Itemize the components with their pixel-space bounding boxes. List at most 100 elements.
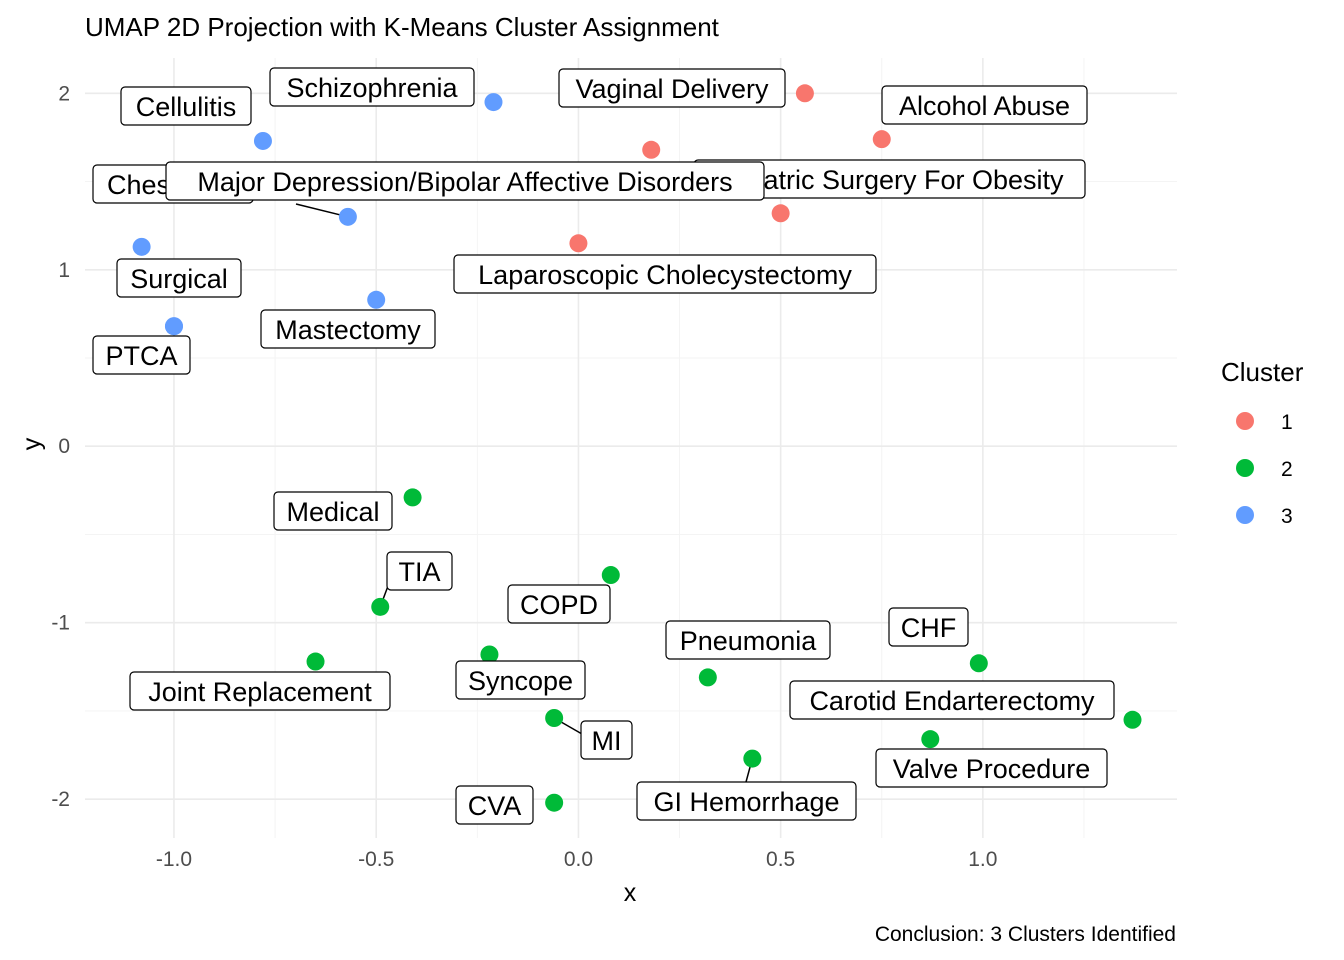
data-point xyxy=(698,668,717,687)
point-label: CVA xyxy=(455,785,534,825)
x-tick-label: -0.5 xyxy=(358,848,394,871)
point-label-box xyxy=(875,748,1108,788)
point-label: Schizophrenia xyxy=(269,67,475,107)
point-label-box xyxy=(120,86,252,126)
data-point xyxy=(132,237,151,256)
chart-title: UMAP 2D Projection with K-Means Cluster … xyxy=(85,12,720,42)
point-label: Vaginal Delivery xyxy=(558,68,786,108)
point-label-text: Surgical xyxy=(130,264,228,294)
data-point xyxy=(1123,710,1142,729)
data-point xyxy=(771,204,790,223)
point-label-box xyxy=(273,491,393,531)
point-label: GI Hemorrhage xyxy=(636,781,857,821)
chart-caption: Conclusion: 3 Clusters Identified xyxy=(875,923,1176,946)
data-point xyxy=(921,730,940,749)
legend-items: 1 2 3 xyxy=(1236,411,1293,528)
point-label-box xyxy=(92,335,191,375)
point-label-box xyxy=(558,68,786,108)
point-label-box xyxy=(881,85,1088,125)
point-label-box xyxy=(507,584,611,624)
x-tick-label: -1.0 xyxy=(156,848,192,871)
legend-label: 2 xyxy=(1281,458,1293,481)
point-label-box xyxy=(580,720,633,760)
data-point xyxy=(872,130,891,149)
point-label-box xyxy=(888,607,969,647)
point-label: Carotid Endarterectomy xyxy=(789,680,1115,720)
point-label-text: Medical xyxy=(286,497,379,527)
data-point xyxy=(306,652,325,671)
point-label: Cellulitis xyxy=(120,86,252,126)
point-label-box xyxy=(386,551,453,591)
point-label: Pneumonia xyxy=(665,620,831,660)
legend-swatch xyxy=(1236,412,1254,430)
point-label-text: Pneumonia xyxy=(680,626,818,656)
data-point xyxy=(569,234,588,253)
data-point xyxy=(367,290,386,309)
point-label-text: Syncope xyxy=(468,666,573,696)
point-label-text: Major Depression/Bipolar Affective Disor… xyxy=(197,167,732,197)
point-label-text: Cellulitis xyxy=(136,92,237,122)
data-point xyxy=(480,645,499,664)
point-label-text: GI Hemorrhage xyxy=(653,787,839,817)
point-label-box xyxy=(665,620,831,660)
point-label: Surgical xyxy=(116,258,242,298)
data-point xyxy=(743,749,762,768)
point-label-box xyxy=(455,660,586,700)
legend-swatch xyxy=(1236,506,1254,524)
point-label: Bariatric Surgery For Obesity xyxy=(693,159,1086,199)
point-label-text: Laparoscopic Cholecystectomy xyxy=(478,260,852,290)
data-point xyxy=(601,566,620,585)
y-tick-label: 0 xyxy=(58,435,70,458)
point-label-box xyxy=(789,680,1115,720)
point-label-text: MI xyxy=(592,726,622,756)
point-label-box xyxy=(116,258,242,298)
data-point xyxy=(969,654,988,673)
data-point xyxy=(545,793,564,812)
x-axis-title: x xyxy=(624,879,637,907)
point-label-box xyxy=(129,671,391,711)
y-tick-label: -1 xyxy=(51,612,70,635)
y-tick-label: 1 xyxy=(58,259,70,282)
legend: Cluster 1 2 3 xyxy=(1221,357,1304,528)
point-label: PTCA xyxy=(92,335,191,375)
point-label: Mastectomy xyxy=(260,309,436,349)
data-point xyxy=(795,84,814,103)
y-tick-label: 2 xyxy=(58,82,70,105)
legend-label: 3 xyxy=(1281,505,1293,528)
data-point xyxy=(484,93,503,112)
point-label: MI xyxy=(580,720,633,760)
point-label-text: Schizophrenia xyxy=(286,73,458,103)
point-label: Laparoscopic Cholecystectomy xyxy=(453,254,877,294)
point-label-text: COPD xyxy=(520,590,598,620)
point-label-box xyxy=(165,161,765,201)
point-label-box xyxy=(455,785,534,825)
data-point xyxy=(642,140,661,159)
point-label-text: TIA xyxy=(398,557,440,587)
data-point xyxy=(253,131,272,150)
data-point xyxy=(371,597,390,616)
legend-swatch xyxy=(1236,459,1254,477)
data-point xyxy=(164,317,183,336)
x-tick-label: 0.5 xyxy=(766,848,795,871)
x-tick-label: 0.0 xyxy=(564,848,593,871)
legend-label: 1 xyxy=(1281,411,1293,434)
axis-ticks: -1.0 -0.5 0.0 0.5 1.0 -2 -1 0 1 2 xyxy=(51,82,997,871)
point-label-text: Bariatric Surgery For Obesity xyxy=(715,165,1064,195)
point-label-text: Carotid Endarterectomy xyxy=(809,686,1095,716)
point-label-text: Alcohol Abuse xyxy=(899,91,1070,121)
point-label: Valve Procedure xyxy=(875,748,1108,788)
legend-title: Cluster xyxy=(1221,357,1304,387)
point-label: TIA xyxy=(386,551,453,591)
point-label-text: PTCA xyxy=(105,341,177,371)
data-point xyxy=(545,709,564,727)
y-axis-title: y xyxy=(18,437,46,450)
point-label: Major Depression/Bipolar Affective Disor… xyxy=(165,161,765,201)
point-label-text: Mastectomy xyxy=(275,315,421,345)
point-label-text: CVA xyxy=(468,791,522,821)
data-point xyxy=(403,488,422,507)
data-points xyxy=(132,84,1142,812)
point-label-box xyxy=(260,309,436,349)
x-tick-label: 1.0 xyxy=(968,848,997,871)
